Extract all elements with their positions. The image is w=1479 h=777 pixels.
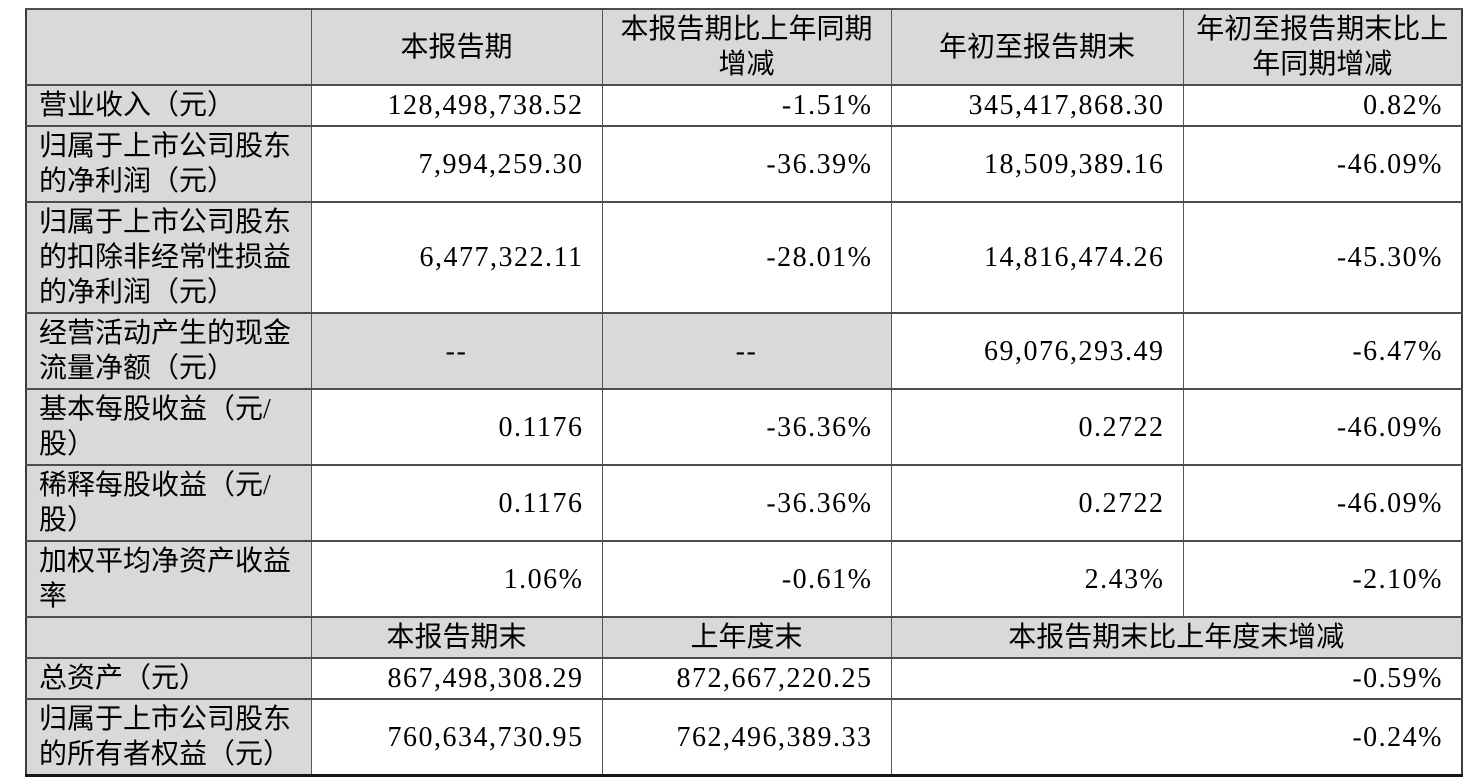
cell-value: -36.39% — [601, 125, 892, 203]
table-row-operating-cash-flow: 经营活动产生的现金流量净额（元） -- -- 69,076,293.49 -6.… — [25, 312, 1463, 390]
cell-value: -0.61% — [601, 540, 892, 618]
table-row-net-profit: 归属于上市公司股东的净利润（元） 7,994,259.30 -36.39% 18… — [25, 125, 1463, 203]
cell-value: 1.06% — [310, 540, 603, 618]
cell-value: -28.01% — [601, 201, 892, 314]
cell-value: -36.36% — [601, 388, 892, 466]
cell-value: -46.09% — [1182, 125, 1463, 203]
row-label: 总资产（元） — [25, 657, 312, 700]
header-blank-cell — [25, 8, 312, 86]
row-label: 归属于上市公司股东的净利润（元） — [25, 125, 312, 203]
header-change-vs-prior-year-end: 本报告期末比上年度末增减 — [890, 616, 1463, 659]
cell-value: -45.30% — [1182, 201, 1463, 314]
row-label: 基本每股收益（元/股） — [25, 388, 312, 466]
header-prior-year-end: 上年度末 — [601, 616, 892, 659]
table-row-net-profit-excl-nonrecurring: 归属于上市公司股东的扣除非经常性损益的净利润（元） 6,477,322.11 -… — [25, 201, 1463, 314]
table-row-diluted-eps: 稀释每股收益（元/股） 0.1176 -36.36% 0.2722 -46.09… — [25, 464, 1463, 542]
cell-value: 345,417,868.30 — [890, 84, 1184, 127]
header-blank-cell — [25, 616, 312, 659]
cell-value: -36.36% — [601, 464, 892, 542]
cell-value: 0.1176 — [310, 388, 603, 466]
row-label: 营业收入（元） — [25, 84, 312, 127]
cell-value: 760,634,730.95 — [310, 698, 603, 777]
cell-value: 0.1176 — [310, 464, 603, 542]
cell-value: 762,496,389.33 — [601, 698, 892, 777]
table-row-basic-eps: 基本每股收益（元/股） 0.1176 -36.36% 0.2722 -46.09… — [25, 388, 1463, 466]
cell-value: -- — [310, 312, 603, 390]
table-row-equity-attributable: 归属于上市公司股东的所有者权益（元） 760,634,730.95 762,49… — [25, 698, 1463, 777]
cell-value: -1.51% — [601, 84, 892, 127]
cell-value: -46.09% — [1182, 464, 1463, 542]
financial-summary-section: 本报告期 本报告期比上年同期增减 年初至报告期末 年初至报告期末比上年同期增减 … — [25, 8, 1463, 777]
header-ytd-yoy-change: 年初至报告期末比上年同期增减 — [1182, 8, 1463, 86]
header-current-period-end: 本报告期末 — [310, 616, 603, 659]
header-year-to-date: 年初至报告期末 — [890, 8, 1184, 86]
header-row-period-end: 本报告期末 上年度末 本报告期末比上年度末增减 — [25, 616, 1463, 659]
cell-value: -6.47% — [1182, 312, 1463, 390]
row-label: 稀释每股收益（元/股） — [25, 464, 312, 542]
row-label: 归属于上市公司股东的所有者权益（元） — [25, 698, 312, 777]
cell-value: 0.2722 — [890, 464, 1184, 542]
cell-value: -- — [601, 312, 892, 390]
cell-value: 0.2722 — [890, 388, 1184, 466]
row-label: 归属于上市公司股东的扣除非经常性损益的净利润（元） — [25, 201, 312, 314]
cell-value: -2.10% — [1182, 540, 1463, 618]
cell-value: 6,477,322.11 — [310, 201, 603, 314]
cell-value: 2.43% — [890, 540, 1184, 618]
cell-value: -0.59% — [890, 657, 1463, 700]
row-label: 经营活动产生的现金流量净额（元） — [25, 312, 312, 390]
table-row-total-assets: 总资产（元） 867,498,308.29 872,667,220.25 -0.… — [25, 657, 1463, 700]
row-label: 加权平均净资产收益率 — [25, 540, 312, 618]
cell-value: 18,509,389.16 — [890, 125, 1184, 203]
cell-value: 0.82% — [1182, 84, 1463, 127]
header-row-period: 本报告期 本报告期比上年同期增减 年初至报告期末 年初至报告期末比上年同期增减 — [25, 8, 1463, 86]
header-yoy-change: 本报告期比上年同期增减 — [601, 8, 892, 86]
financial-summary-table: 本报告期 本报告期比上年同期增减 年初至报告期末 年初至报告期末比上年同期增减 … — [25, 8, 1463, 777]
cell-value: -0.24% — [890, 698, 1463, 777]
cell-value: 872,667,220.25 — [601, 657, 892, 700]
cell-value: 69,076,293.49 — [890, 312, 1184, 390]
cell-value: 7,994,259.30 — [310, 125, 603, 203]
cell-value: 128,498,738.52 — [310, 84, 603, 127]
cell-value: -46.09% — [1182, 388, 1463, 466]
cell-value: 14,816,474.26 — [890, 201, 1184, 314]
table-row-weighted-avg-roe: 加权平均净资产收益率 1.06% -0.61% 2.43% -2.10% — [25, 540, 1463, 618]
cell-value: 867,498,308.29 — [310, 657, 603, 700]
header-current-period: 本报告期 — [310, 8, 603, 86]
table-row-revenue: 营业收入（元） 128,498,738.52 -1.51% 345,417,86… — [25, 84, 1463, 127]
